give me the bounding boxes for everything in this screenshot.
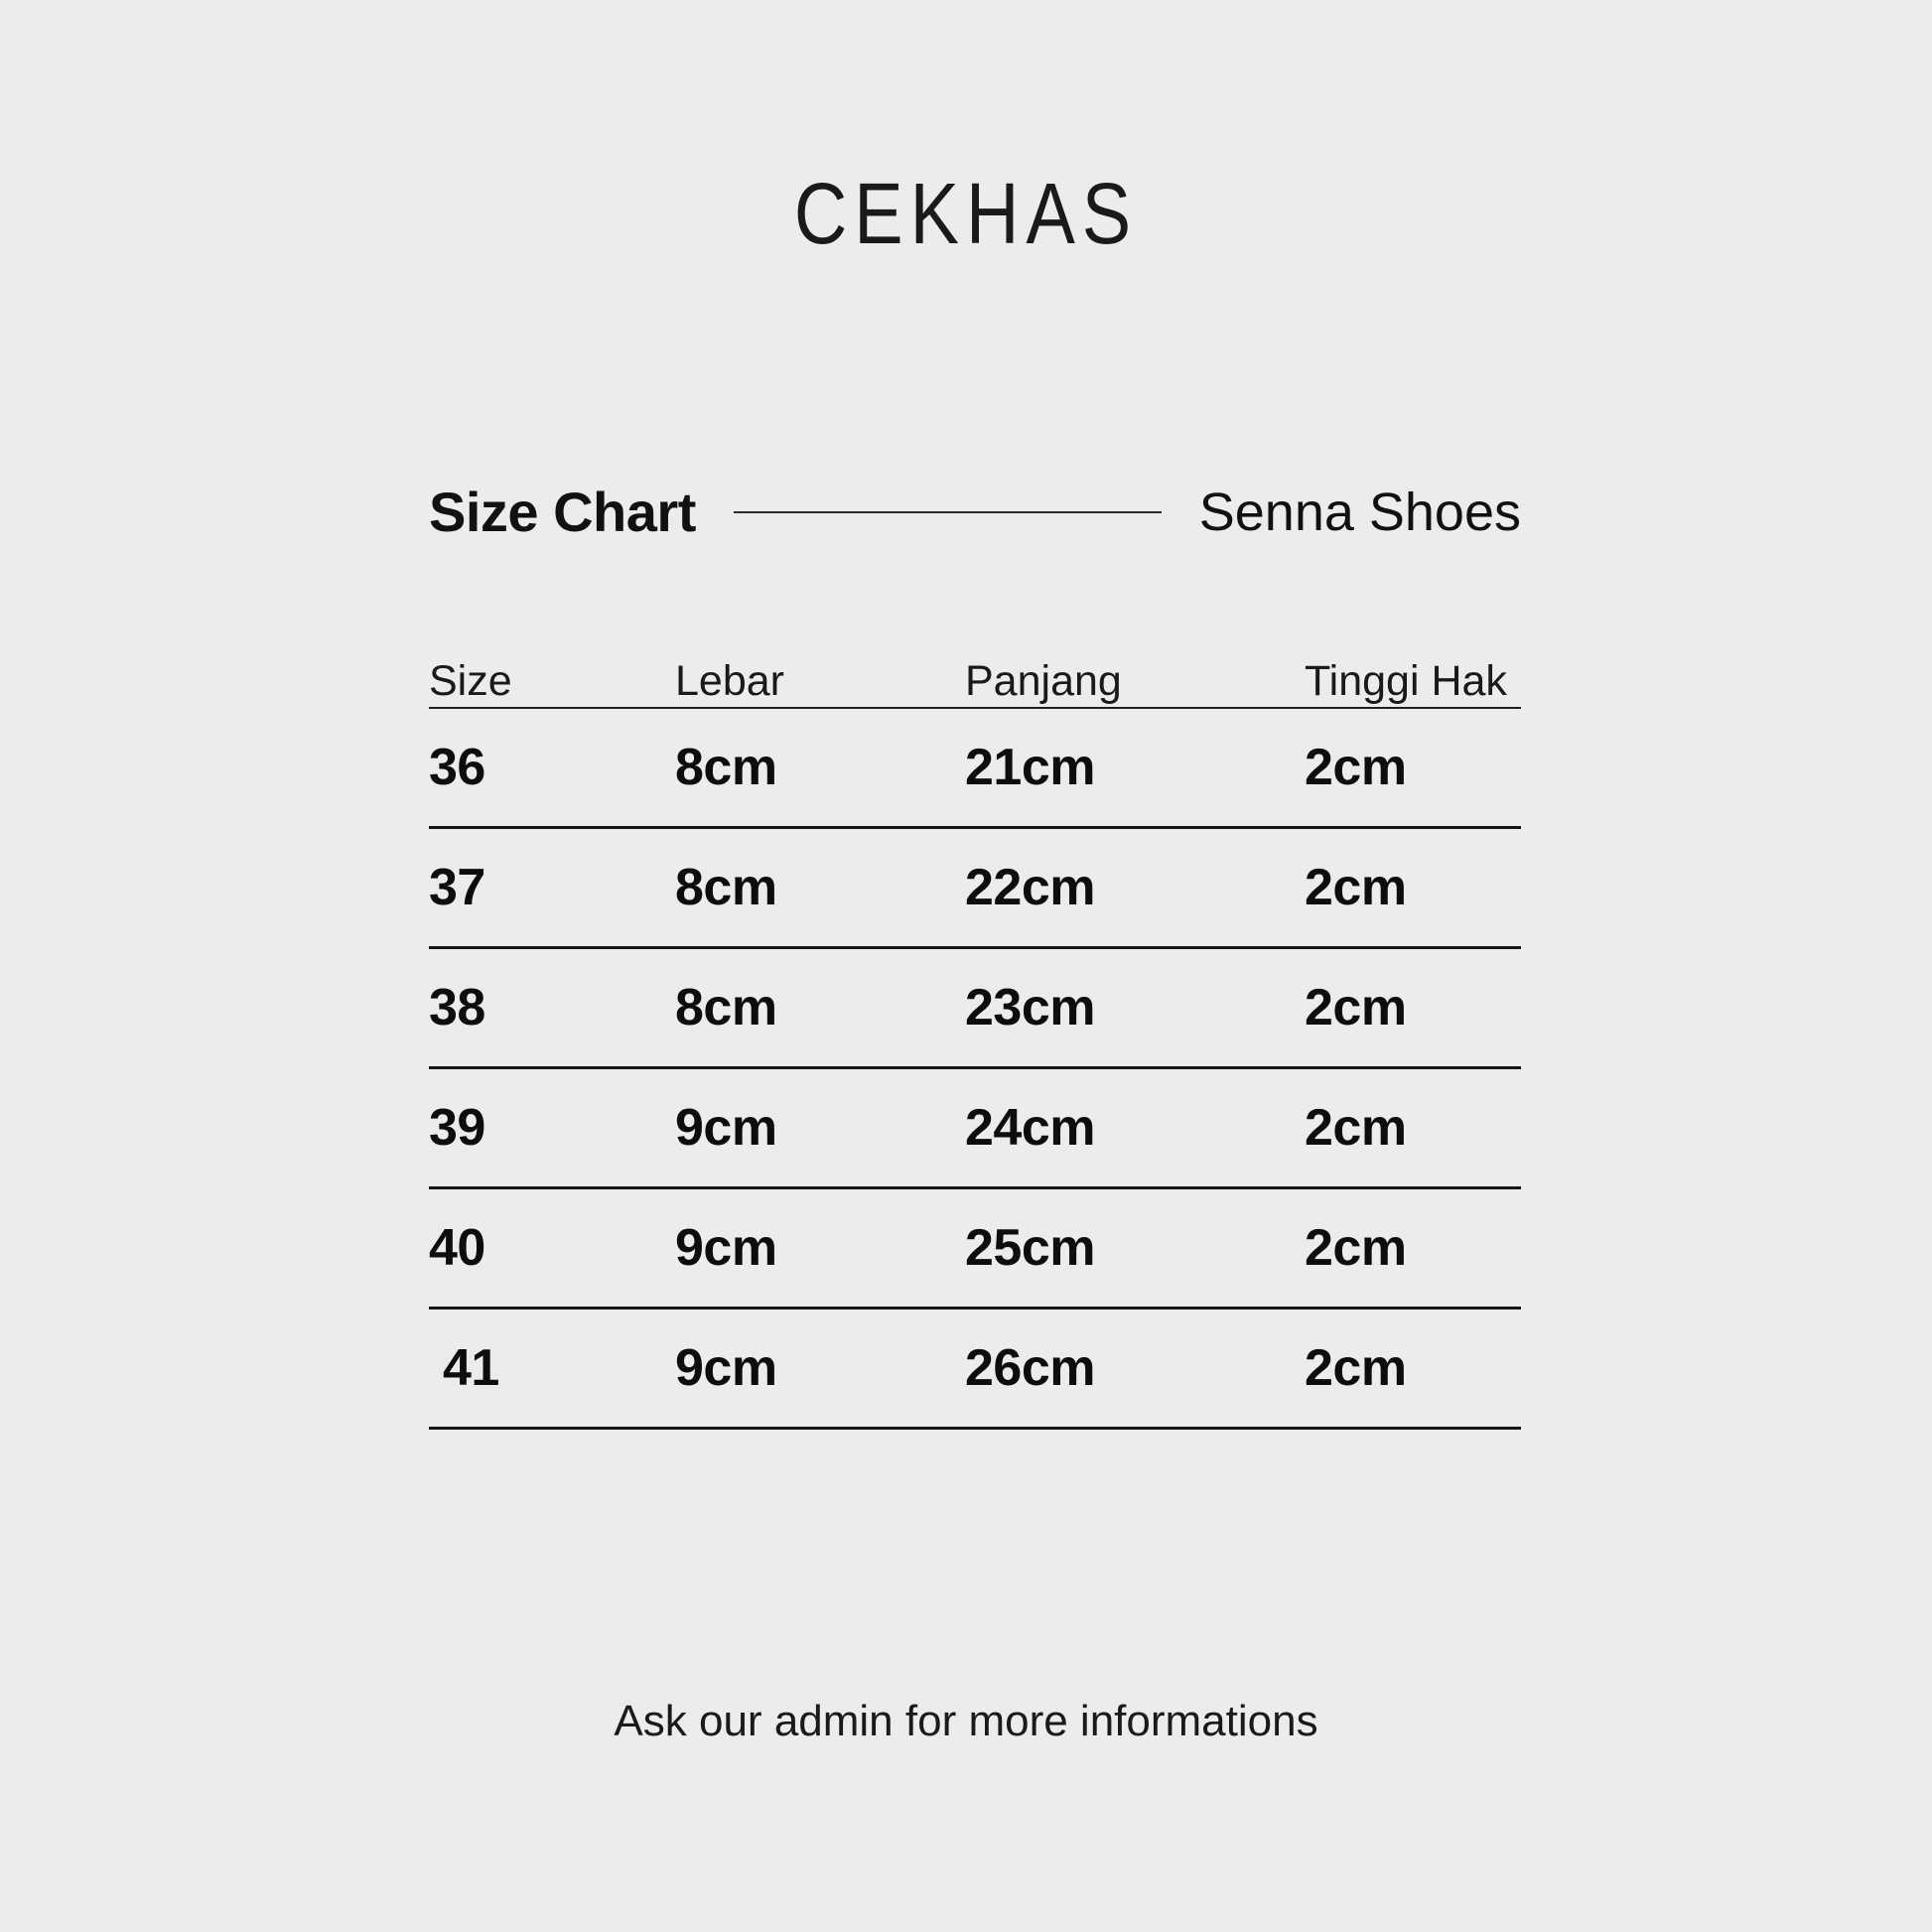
cell-lebar: 8cm: [675, 859, 777, 916]
section-header: Size Chart Senna Shoes: [429, 475, 1521, 550]
size-chart-table: Size Lebar Panjang Tinggi Hak 36 8cm 21c…: [429, 647, 1521, 1430]
cell-panjang: 23cm: [965, 979, 1096, 1036]
column-header-tinggi-hak: Tinggi Hak: [1305, 657, 1507, 705]
cell-panjang: 25cm: [965, 1219, 1096, 1277]
column-header-size: Size: [429, 657, 512, 705]
brand-wordmark: CEKHAS: [793, 165, 1139, 263]
cell-lebar: 9cm: [675, 1099, 777, 1157]
table-row: 40 9cm 25cm 2cm: [429, 1189, 1521, 1310]
cell-lebar: 8cm: [675, 739, 777, 796]
cell-tinggi-hak: 2cm: [1305, 859, 1407, 916]
table-row: 38 8cm 23cm 2cm: [429, 949, 1521, 1069]
table-row: 41 9cm 26cm 2cm: [429, 1310, 1521, 1430]
cell-tinggi-hak: 2cm: [1305, 1099, 1407, 1157]
table-header-row: Size Lebar Panjang Tinggi Hak: [429, 647, 1521, 709]
cell-size: 39: [429, 1099, 485, 1157]
table-row: 36 8cm 21cm 2cm: [429, 709, 1521, 829]
cell-tinggi-hak: 2cm: [1305, 739, 1407, 796]
cell-size: 41: [443, 1339, 499, 1397]
table-row: 39 9cm 24cm 2cm: [429, 1069, 1521, 1189]
page-title: Size Chart: [429, 481, 696, 543]
footer-note: Ask our admin for more informations: [614, 1697, 1318, 1745]
product-name: Senna Shoes: [1198, 483, 1521, 542]
cell-lebar: 8cm: [675, 979, 777, 1036]
cell-panjang: 21cm: [965, 739, 1096, 796]
cell-size: 40: [429, 1219, 485, 1277]
table-row: 37 8cm 22cm 2cm: [429, 829, 1521, 949]
cell-size: 38: [429, 979, 485, 1036]
header-divider-rule: [733, 511, 1162, 513]
cell-panjang: 22cm: [965, 859, 1096, 916]
cell-tinggi-hak: 2cm: [1305, 1219, 1407, 1277]
column-header-panjang: Panjang: [965, 657, 1122, 705]
cell-size: 36: [429, 739, 485, 796]
cell-size: 37: [429, 859, 485, 916]
cell-tinggi-hak: 2cm: [1305, 979, 1407, 1036]
cell-lebar: 9cm: [675, 1219, 777, 1277]
column-header-lebar: Lebar: [675, 657, 784, 705]
cell-panjang: 26cm: [965, 1339, 1096, 1397]
cell-tinggi-hak: 2cm: [1305, 1339, 1407, 1397]
cell-lebar: 9cm: [675, 1339, 777, 1397]
cell-panjang: 24cm: [965, 1099, 1096, 1157]
